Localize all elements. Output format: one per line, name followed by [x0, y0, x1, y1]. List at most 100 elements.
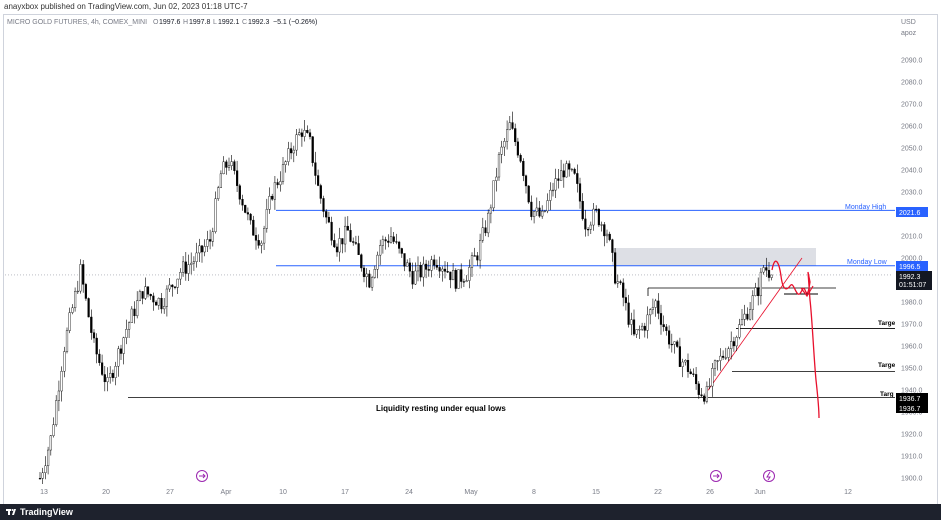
- candle-body: [449, 271, 452, 281]
- candle-body: [65, 330, 69, 352]
- candle-body: [689, 371, 692, 375]
- candle-body: [387, 240, 390, 243]
- candle-body: [711, 368, 714, 387]
- y-tick-label: 1930.0: [901, 410, 923, 417]
- candle-body: [503, 141, 506, 148]
- candle-body: [695, 374, 698, 385]
- y-tick-label: 2070.0: [901, 101, 923, 108]
- high-value: 1997.8: [189, 19, 211, 26]
- candle-body: [154, 301, 158, 306]
- candle-body: [38, 478, 42, 480]
- candle-body: [117, 348, 120, 367]
- candle-body: [543, 210, 546, 212]
- event-icon[interactable]: [710, 470, 722, 482]
- monday-low-text: Monday Low: [847, 259, 888, 266]
- target-2-text: Targe: [878, 362, 896, 369]
- candle-body: [470, 255, 474, 268]
- candle-body: [398, 241, 401, 249]
- candle-body: [368, 273, 371, 288]
- candle-body: [252, 219, 255, 236]
- candle-body: [290, 148, 293, 154]
- candle-body: [581, 201, 584, 220]
- candle-body: [84, 284, 87, 299]
- candle-body: [705, 386, 708, 402]
- candle-body: [668, 330, 671, 345]
- candle-body: [765, 267, 768, 271]
- currency-label: USD: [901, 19, 916, 26]
- candle-body: [740, 319, 744, 325]
- candle-body: [254, 235, 258, 241]
- candle-body: [273, 182, 276, 200]
- candle-body: [303, 129, 306, 137]
- candle-body: [454, 270, 457, 289]
- candle-body: [446, 271, 449, 273]
- candle-body: [527, 185, 530, 203]
- candle-body: [225, 161, 228, 168]
- y-tick-label: 1970.0: [901, 322, 923, 329]
- candle-body: [292, 149, 295, 154]
- candle-body: [98, 353, 101, 363]
- y-tick-label: 1960.0: [901, 344, 923, 351]
- candle-body: [349, 230, 352, 242]
- candle-body: [287, 148, 290, 162]
- x-tick-label: 8: [532, 489, 536, 496]
- price-chart[interactable]: MICRO GOLD FUTURES, 4h, COMEX_MINI O 199…: [0, 0, 941, 504]
- candle-body: [187, 264, 190, 274]
- candle-body: [311, 136, 314, 163]
- candle-body: [276, 182, 279, 186]
- candle-body: [362, 267, 366, 278]
- candle-body: [584, 218, 587, 230]
- candle-body: [724, 357, 727, 359]
- label-monday-high: 2021.6: [896, 207, 928, 217]
- low-label: L: [213, 19, 217, 26]
- event-icon[interactable]: [196, 470, 208, 482]
- candle-body: [519, 154, 522, 162]
- candle-body: [271, 195, 274, 200]
- candle-body: [400, 248, 403, 254]
- candle-body: [211, 231, 214, 242]
- candle-body: [549, 189, 552, 201]
- tradingview-logo-icon: [6, 509, 16, 515]
- candle-body: [333, 240, 336, 248]
- lightning-icon[interactable]: [763, 470, 775, 482]
- candle-body: [265, 209, 268, 229]
- candles: [38, 111, 773, 484]
- symbol-title: MICRO GOLD FUTURES, 4h, COMEX_MINI: [7, 19, 147, 26]
- svg-text:2021.6: 2021.6: [899, 210, 921, 217]
- candle-body: [514, 128, 517, 143]
- candle-body: [654, 300, 657, 308]
- open-value: 1997.6: [159, 19, 181, 26]
- candle-body: [152, 295, 155, 303]
- candle-body: [673, 341, 676, 345]
- candle-body: [557, 178, 560, 181]
- candle-body: [157, 298, 160, 306]
- candle-body: [665, 326, 668, 331]
- candle-body: [592, 208, 595, 226]
- candle-body: [603, 224, 606, 237]
- svg-text:1992.3: 1992.3: [899, 274, 921, 281]
- candle-body: [495, 176, 498, 181]
- y-tick-label: 1980.0: [901, 300, 923, 307]
- candle-body: [308, 132, 312, 137]
- candle-body: [360, 254, 363, 269]
- candle-body: [411, 271, 414, 285]
- candle-body: [692, 373, 695, 375]
- candle-body: [160, 298, 163, 310]
- candle-body: [422, 263, 425, 278]
- x-tick-label: Apr: [221, 489, 233, 496]
- candle-body: [506, 129, 509, 142]
- candle-body: [82, 264, 85, 285]
- candle-body: [114, 365, 117, 378]
- candle-body: [719, 355, 722, 361]
- candle-body: [414, 270, 417, 285]
- candle-body: [268, 195, 271, 210]
- candle-body: [732, 341, 735, 347]
- axis-extra-label: apoz: [901, 30, 917, 37]
- candle-body: [165, 288, 168, 307]
- candle-body: [184, 261, 187, 274]
- candle-body: [738, 324, 741, 338]
- candle-body: [487, 212, 490, 234]
- candle-body: [109, 372, 112, 378]
- candle-body: [195, 252, 198, 262]
- candle-body: [568, 163, 571, 170]
